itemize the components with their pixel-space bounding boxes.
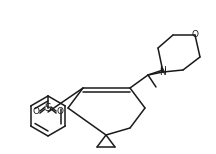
Text: S: S <box>45 103 51 113</box>
Text: N: N <box>160 65 166 75</box>
Text: O: O <box>32 107 40 116</box>
Text: O: O <box>57 107 64 116</box>
Text: O: O <box>192 30 199 38</box>
Text: N: N <box>159 67 165 77</box>
